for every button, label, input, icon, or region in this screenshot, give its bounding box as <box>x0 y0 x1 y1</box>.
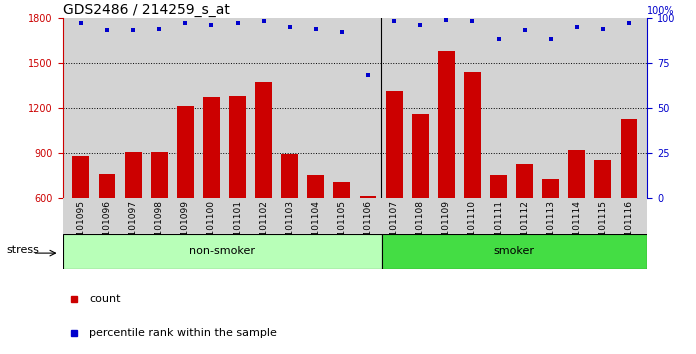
Bar <box>516 164 533 289</box>
Text: GSM101097: GSM101097 <box>129 200 138 255</box>
Text: GSM101107: GSM101107 <box>390 200 399 255</box>
Bar <box>255 82 272 289</box>
Bar <box>464 72 481 289</box>
Point <box>258 18 269 24</box>
Bar <box>621 119 638 289</box>
Bar <box>386 91 402 289</box>
Text: GSM101109: GSM101109 <box>442 200 451 255</box>
Point <box>336 29 347 35</box>
Bar <box>360 196 377 289</box>
Bar <box>72 156 89 289</box>
Text: GSM101101: GSM101101 <box>233 200 242 255</box>
Bar <box>125 152 141 289</box>
Point <box>467 18 478 24</box>
Text: GSM101096: GSM101096 <box>102 200 111 255</box>
Point <box>206 22 217 28</box>
Text: GSM101098: GSM101098 <box>155 200 164 255</box>
Point <box>180 20 191 26</box>
Point <box>545 36 556 42</box>
Point <box>232 20 243 26</box>
Bar <box>308 175 324 289</box>
Text: non-smoker: non-smoker <box>189 246 255 256</box>
Text: smoker: smoker <box>494 246 535 256</box>
Bar <box>151 152 168 289</box>
Point <box>597 26 608 32</box>
Bar <box>490 175 507 289</box>
Text: GSM101095: GSM101095 <box>77 200 86 255</box>
Text: GSM101104: GSM101104 <box>311 200 320 255</box>
Point <box>624 20 635 26</box>
Text: stress: stress <box>6 245 39 255</box>
Text: GSM101102: GSM101102 <box>259 200 268 255</box>
Bar <box>381 234 647 269</box>
Text: GSM101114: GSM101114 <box>572 200 581 255</box>
Point <box>154 26 165 32</box>
Bar <box>438 51 454 289</box>
Text: GSM101100: GSM101100 <box>207 200 216 255</box>
Point <box>415 22 426 28</box>
Bar <box>229 96 246 289</box>
Point <box>493 36 504 42</box>
Point <box>363 73 374 78</box>
Bar <box>412 114 429 289</box>
Text: GSM101099: GSM101099 <box>181 200 190 255</box>
Bar <box>99 174 116 289</box>
Bar <box>281 154 298 289</box>
Text: GSM101108: GSM101108 <box>416 200 425 255</box>
Point <box>519 28 530 33</box>
Bar <box>594 160 611 289</box>
Point <box>571 24 583 29</box>
Text: GSM101105: GSM101105 <box>338 200 347 255</box>
Point <box>310 26 322 32</box>
Bar <box>177 106 193 289</box>
Text: GSM101111: GSM101111 <box>494 200 503 255</box>
Text: GSM101116: GSM101116 <box>624 200 633 255</box>
Bar <box>203 97 220 289</box>
Bar <box>569 150 585 289</box>
Text: GSM101115: GSM101115 <box>599 200 608 255</box>
Text: count: count <box>89 294 120 304</box>
Point <box>102 28 113 33</box>
Bar <box>63 234 381 269</box>
Point <box>75 20 86 26</box>
Text: GSM101112: GSM101112 <box>520 200 529 255</box>
Bar <box>63 198 647 234</box>
Point <box>284 24 295 29</box>
Text: 100%: 100% <box>647 6 675 16</box>
Point <box>441 17 452 22</box>
Text: GSM101113: GSM101113 <box>546 200 555 255</box>
Text: GSM101110: GSM101110 <box>468 200 477 255</box>
Text: GSM101103: GSM101103 <box>285 200 294 255</box>
Bar <box>333 182 350 289</box>
Point <box>388 18 400 24</box>
Bar <box>542 179 559 289</box>
Text: GDS2486 / 214259_s_at: GDS2486 / 214259_s_at <box>63 3 230 17</box>
Text: percentile rank within the sample: percentile rank within the sample <box>89 328 277 338</box>
Text: GSM101106: GSM101106 <box>363 200 372 255</box>
Point <box>127 28 139 33</box>
